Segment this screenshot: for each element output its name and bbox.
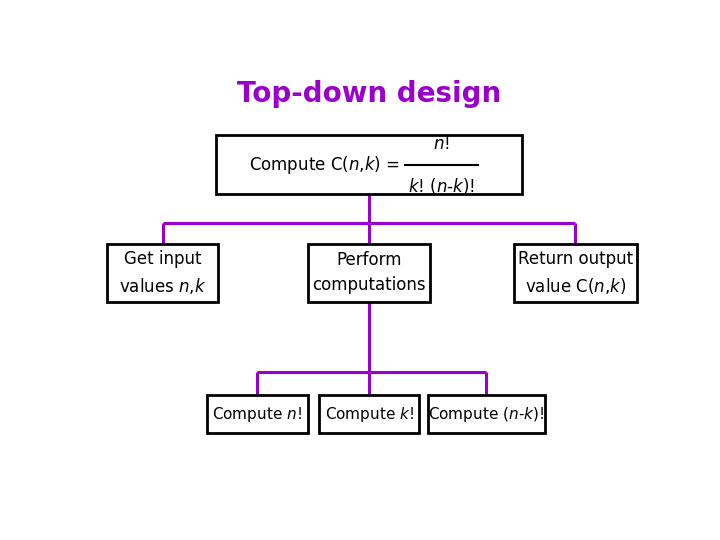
- Text: Compute $n$!: Compute $n$!: [212, 404, 302, 423]
- Text: Get input
values $n$,$k$: Get input values $n$,$k$: [119, 249, 206, 296]
- FancyBboxPatch shape: [307, 244, 431, 302]
- Text: $k$! ($n$-$k$)!: $k$! ($n$-$k$)!: [408, 176, 475, 196]
- Text: Perform
computations: Perform computations: [312, 251, 426, 294]
- FancyBboxPatch shape: [428, 395, 545, 433]
- FancyBboxPatch shape: [215, 136, 523, 194]
- Text: Top-down design: Top-down design: [237, 80, 501, 108]
- Text: Compute C($n$,$k$) =: Compute C($n$,$k$) =: [249, 153, 400, 176]
- Text: Compute $k$!: Compute $k$!: [325, 404, 413, 423]
- Text: Return output
value C($n$,$k$): Return output value C($n$,$k$): [518, 249, 633, 296]
- Text: Compute ($n$-$k$)!: Compute ($n$-$k$)!: [428, 404, 544, 423]
- FancyBboxPatch shape: [514, 244, 637, 302]
- FancyBboxPatch shape: [107, 244, 218, 302]
- FancyBboxPatch shape: [319, 395, 419, 433]
- FancyBboxPatch shape: [207, 395, 307, 433]
- Text: $n$!: $n$!: [433, 136, 450, 153]
